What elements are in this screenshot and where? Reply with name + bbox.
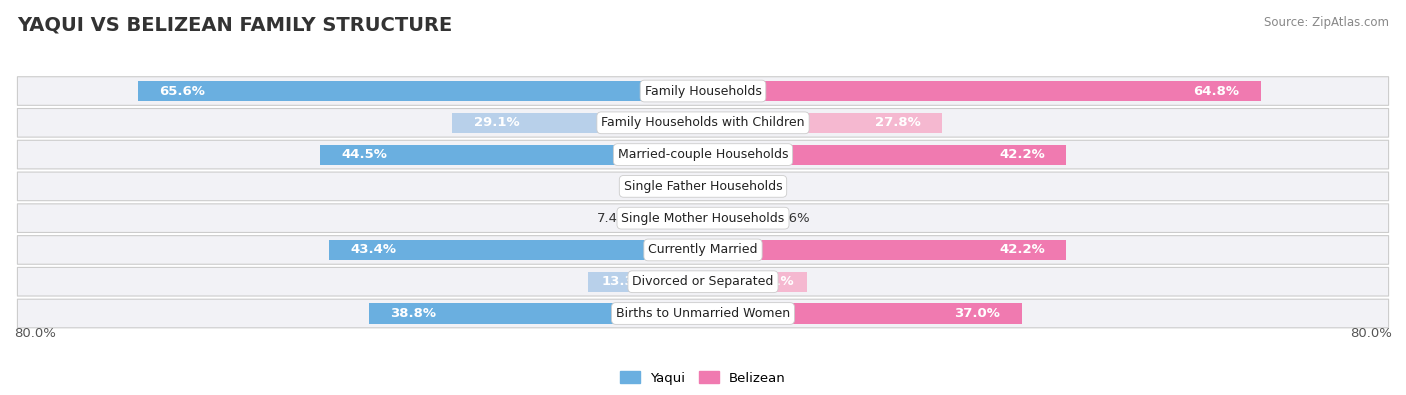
FancyBboxPatch shape (17, 109, 1389, 137)
Text: 42.2%: 42.2% (1000, 148, 1045, 161)
Bar (138, 81, 703, 101)
Bar (703, 113, 942, 133)
Text: 64.8%: 64.8% (1194, 85, 1240, 98)
Text: 29.1%: 29.1% (474, 116, 520, 129)
Text: 7.6%: 7.6% (778, 212, 811, 225)
FancyBboxPatch shape (17, 172, 1389, 201)
Bar (589, 272, 703, 292)
Text: 38.8%: 38.8% (391, 307, 436, 320)
FancyBboxPatch shape (17, 267, 1389, 296)
Legend: Yaqui, Belizean: Yaqui, Belizean (614, 366, 792, 390)
Bar (703, 208, 769, 228)
Text: 65.6%: 65.6% (160, 85, 205, 98)
Text: 37.0%: 37.0% (955, 307, 1000, 320)
Text: Married-couple Households: Married-couple Households (617, 148, 789, 161)
Bar (640, 208, 703, 228)
Text: 27.8%: 27.8% (875, 116, 921, 129)
Text: 42.2%: 42.2% (1000, 243, 1045, 256)
Text: 2.6%: 2.6% (734, 180, 768, 193)
FancyBboxPatch shape (17, 77, 1389, 105)
Bar (453, 113, 703, 133)
Bar (703, 81, 1261, 101)
FancyBboxPatch shape (17, 140, 1389, 169)
Text: Births to Unmarried Women: Births to Unmarried Women (616, 307, 790, 320)
Bar (368, 303, 703, 324)
Bar (703, 272, 807, 292)
Text: Divorced or Separated: Divorced or Separated (633, 275, 773, 288)
Bar (703, 303, 1022, 324)
Text: 44.5%: 44.5% (342, 148, 387, 161)
Text: Single Mother Households: Single Mother Households (621, 212, 785, 225)
Text: Currently Married: Currently Married (648, 243, 758, 256)
Text: YAQUI VS BELIZEAN FAMILY STRUCTURE: YAQUI VS BELIZEAN FAMILY STRUCTURE (17, 16, 453, 35)
Text: 12.1%: 12.1% (748, 275, 794, 288)
Text: 13.3%: 13.3% (602, 275, 647, 288)
Text: Family Households: Family Households (644, 85, 762, 98)
Bar (703, 240, 1066, 260)
Text: 43.4%: 43.4% (350, 243, 396, 256)
Bar (703, 145, 1066, 165)
Text: Single Father Households: Single Father Households (624, 180, 782, 193)
Bar (703, 176, 725, 196)
Text: 7.4%: 7.4% (598, 212, 631, 225)
FancyBboxPatch shape (17, 204, 1389, 233)
FancyBboxPatch shape (17, 236, 1389, 264)
Text: Source: ZipAtlas.com: Source: ZipAtlas.com (1264, 16, 1389, 29)
Bar (319, 145, 703, 165)
Bar (329, 240, 703, 260)
Text: 80.0%: 80.0% (1350, 327, 1392, 340)
Bar (675, 176, 703, 196)
Text: Family Households with Children: Family Households with Children (602, 116, 804, 129)
Text: 3.2%: 3.2% (633, 180, 666, 193)
FancyBboxPatch shape (17, 299, 1389, 328)
Text: 80.0%: 80.0% (14, 327, 56, 340)
